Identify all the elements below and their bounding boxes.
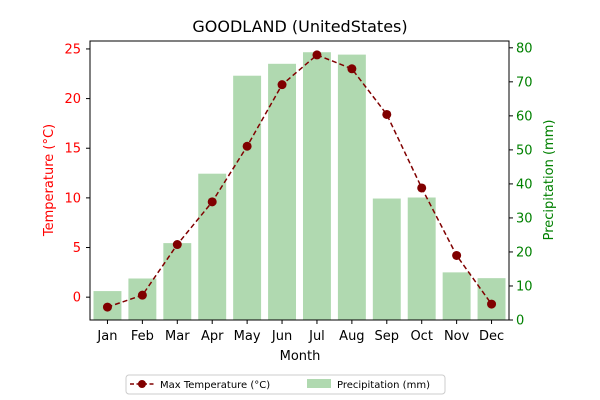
legend-bar-swatch xyxy=(307,379,331,388)
y-left-tick-label: 25 xyxy=(64,42,81,57)
temp-point-jun xyxy=(277,80,287,90)
legend-box xyxy=(125,374,446,395)
y-right-tick-label: 80 xyxy=(516,41,533,56)
y-right-tick-label: 30 xyxy=(516,211,533,226)
precip-bar-dec xyxy=(477,278,506,320)
temp-point-feb xyxy=(137,290,147,300)
y-right-tick-label: 10 xyxy=(516,279,533,294)
y-axis-left: 0 5 10 15 20 25 xyxy=(64,42,90,306)
x-tick-label: Apr xyxy=(201,329,224,344)
legend-marker-swatch xyxy=(138,380,146,388)
temp-point-may xyxy=(242,141,252,151)
x-tick-label: May xyxy=(234,329,261,344)
temp-point-aug xyxy=(347,64,357,74)
y-right-tick-label: 40 xyxy=(516,177,533,192)
x-tick-label: Jun xyxy=(271,329,292,344)
x-tick-label: Aug xyxy=(339,329,364,344)
precip-bar-nov xyxy=(442,272,471,320)
y-right-tick-label: 60 xyxy=(516,109,533,124)
x-axis-label: Month xyxy=(280,349,321,364)
y-left-tick-label: 15 xyxy=(64,142,81,157)
precip-bar-jul xyxy=(302,52,331,320)
x-tick-label: Sep xyxy=(375,329,400,344)
precip-bar-jun xyxy=(268,63,297,321)
y-right-tick-label: 70 xyxy=(516,75,533,90)
y-right-tick-label: 50 xyxy=(516,143,533,158)
x-axis: Jan Feb Mar Apr May Jun Jul Aug Sep Oct Nov Dec xyxy=(96,320,504,344)
temp-point-sep xyxy=(382,109,392,119)
temp-point-jul xyxy=(312,50,322,60)
legend-label-precipitation: Precipitation (mm) xyxy=(337,380,430,391)
legend-label-temperature: Max Temperature (°C) xyxy=(160,380,270,391)
y-left-tick-label: 10 xyxy=(64,191,81,206)
x-tick-label: Feb xyxy=(131,329,154,344)
plot-frame xyxy=(89,40,510,321)
x-tick-label: Dec xyxy=(479,329,504,344)
y-left-tick-label: 20 xyxy=(64,92,81,107)
temperature-series-line xyxy=(107,54,493,308)
y-left-tick-label: 0 xyxy=(73,291,81,306)
temperature-line xyxy=(102,50,497,312)
precip-bar-mar xyxy=(163,243,192,320)
temp-point-mar xyxy=(172,240,182,250)
y-axis-right-label: Precipitation (mm) xyxy=(542,120,557,241)
precip-bar-aug xyxy=(337,54,366,321)
x-tick-label: Nov xyxy=(444,329,470,344)
y-right-tick-label: 0 xyxy=(516,314,524,329)
x-tick-label: Jul xyxy=(308,329,325,344)
precip-bar-may xyxy=(233,75,262,320)
precip-bar-oct xyxy=(407,197,436,320)
temp-point-oct xyxy=(417,183,427,193)
temp-point-jan xyxy=(102,302,112,312)
y-right-tick-label: 20 xyxy=(516,245,533,260)
precip-bar-apr xyxy=(198,173,227,320)
legend: Max Temperature (°C) Precipitation (mm) xyxy=(125,374,446,395)
temp-point-dec xyxy=(487,299,497,309)
temp-point-nov xyxy=(452,250,462,260)
y-axis-left-label: Temperature (°C) xyxy=(42,124,57,237)
x-tick-label: Mar xyxy=(165,329,190,344)
y-axis-right: 0 10 20 30 40 50 60 70 80 xyxy=(509,41,533,329)
x-tick-label: Jan xyxy=(96,329,117,344)
y-left-tick-label: 5 xyxy=(73,241,81,256)
precip-bar-sep xyxy=(372,198,401,320)
precipitation-bars xyxy=(93,52,506,321)
x-tick-label: Oct xyxy=(410,329,432,344)
chart-title: GOODLAND (UnitedStates) xyxy=(192,17,407,36)
temp-point-apr xyxy=(207,197,217,207)
